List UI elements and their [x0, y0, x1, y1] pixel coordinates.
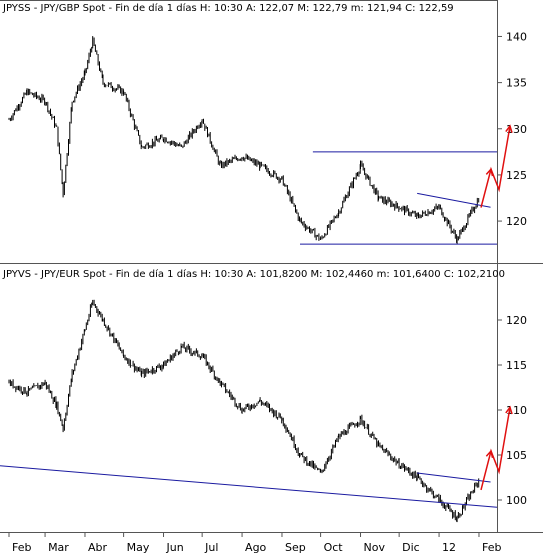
y-tick-label: 100 [506, 494, 527, 507]
x-tick-label: Sep [285, 541, 306, 554]
panel-jpy-eur: JPYVS - JPY/EUR Spot - Fin de día 1 días… [0, 268, 527, 523]
projection-path [480, 125, 511, 208]
x-tick-label: Ago [245, 541, 267, 554]
y-tick-label: 120 [506, 314, 527, 327]
x-tick-label: Feb [12, 541, 31, 554]
x-axis: Feb Mar Abr May Jun Jul Ago Sep Oct Nov Dic 12 Feb [8, 532, 501, 554]
x-tick-label: Oct [324, 541, 344, 554]
y-tick-label: 125 [506, 169, 527, 182]
y-tick-label: 135 [506, 77, 527, 90]
projection-path [480, 407, 511, 491]
panel-title: JPYVS - JPY/EUR Spot - Fin de día 1 días… [2, 268, 505, 280]
trendline [417, 192, 491, 208]
panel-title: JPYSS - JPY/GBP Spot - Fin de día 1 días… [2, 2, 454, 14]
x-tick-label: Dic [402, 541, 420, 554]
x-tick-label: Jun [166, 541, 184, 554]
arrow-head [505, 405, 513, 415]
arrow-head [485, 167, 494, 177]
annotation-lines [300, 151, 497, 245]
projection-arrows [480, 405, 513, 491]
x-tick-label: Nov [364, 541, 386, 554]
x-tick-label: 12 [442, 541, 456, 554]
x-tick-label: Abr [88, 541, 108, 554]
panel-jpy-gbp: JPYSS - JPY/GBP Spot - Fin de día 1 días… [2, 2, 527, 245]
price-bars [8, 36, 480, 245]
price-bars [8, 299, 480, 523]
arrow-head [485, 449, 494, 459]
y-tick-label: 115 [506, 359, 527, 372]
x-tick-label: May [127, 541, 150, 554]
x-tick-label: Feb [482, 541, 501, 554]
x-tick-label: Jul [204, 541, 218, 554]
x-tick-label: Mar [48, 541, 69, 554]
y-tick-label: 120 [506, 215, 527, 228]
y-tick-label: 105 [506, 449, 527, 462]
trendline [417, 472, 491, 483]
y-tick-label: 140 [506, 30, 527, 43]
trendline [0, 465, 498, 508]
projection-arrows [480, 124, 513, 208]
annotation-lines [0, 465, 498, 508]
arrow-head [505, 124, 513, 133]
